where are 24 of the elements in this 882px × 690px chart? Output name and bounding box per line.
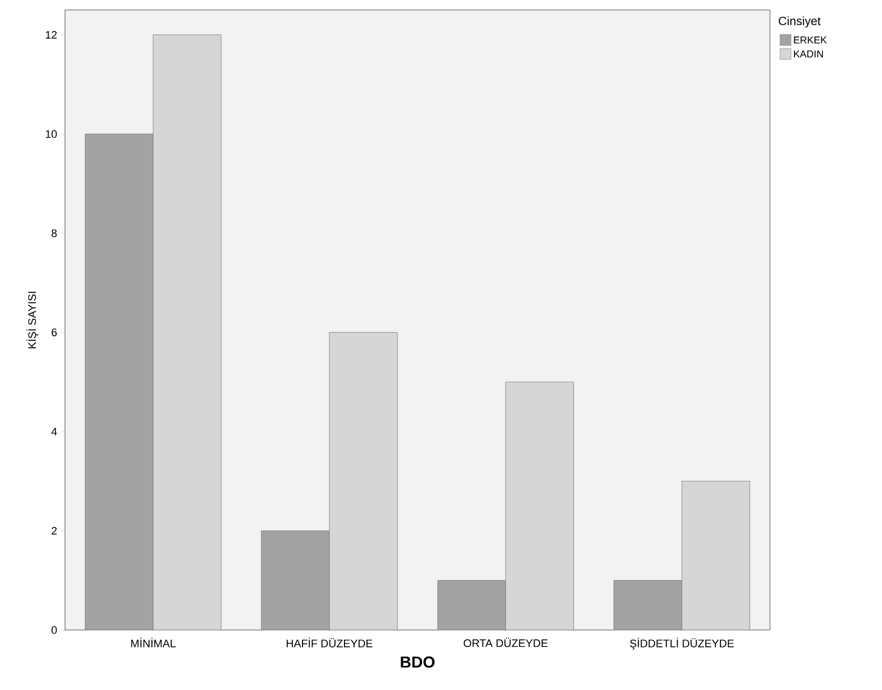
legend-title: Cinsiyet [778,16,821,28]
legend-label: KADIN [794,50,823,58]
bar [329,332,398,630]
y-tick-label: 12 [46,30,57,39]
bar [261,530,330,630]
bar [614,580,682,630]
x-tick-label: ŞİDDETLİ DÜZEYDE [630,638,734,650]
y-tick-label: 2 [52,526,57,535]
y-tick-label: 10 [46,130,57,138]
bar [437,580,506,630]
legend-label: ERKEK [794,36,827,44]
bar [505,382,574,630]
y-tick-label: 4 [51,428,57,436]
x-tick-label: HAFİF DÜZEYDE [286,638,372,648]
x-axis-title: BDO [400,656,435,668]
x-tick-label: MİNİMAL [131,638,176,648]
y-tick-label: 6 [52,328,57,336]
bar [84,134,154,630]
y-tick-label: 8 [52,229,57,238]
y-tick-label: 0 [52,626,57,634]
bar [682,480,750,630]
y-axis-title: KİŞİ SAYISI [26,292,38,348]
x-tick-label: ORTA DÜZEYDE [464,638,548,648]
bar [152,34,222,630]
